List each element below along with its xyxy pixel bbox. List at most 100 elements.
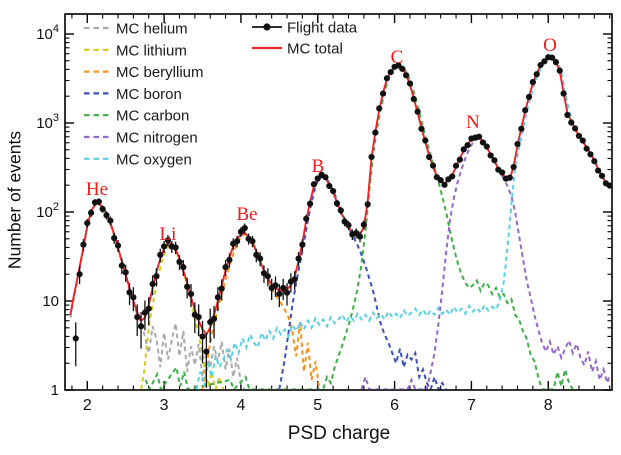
- data-point-marker: [199, 333, 206, 340]
- x-tick-label: 5: [313, 397, 322, 414]
- data-point-marker: [552, 59, 560, 66]
- legend-label-mc-carbon: MC carbon: [116, 108, 189, 125]
- legend-item-mc-carbon: MC carbon: [84, 108, 189, 125]
- data-point-marker: [514, 140, 521, 148]
- data-point-marker: [456, 156, 463, 163]
- data-point-marker: [226, 256, 233, 263]
- data-point-marker: [568, 119, 575, 126]
- data-point-marker: [591, 158, 598, 165]
- x-tick-label: 8: [544, 397, 553, 414]
- element-labels: He Li Be B C N O: [86, 35, 557, 245]
- data-point-marker: [595, 167, 602, 174]
- data-point-marker: [126, 289, 133, 296]
- data-point-marker: [214, 294, 221, 301]
- data-point-marker: [103, 212, 110, 219]
- element-label-Be: Be: [236, 204, 257, 225]
- data-point-marker: [218, 285, 225, 292]
- legend-label-mc-helium: MC helium: [116, 21, 188, 38]
- data-point-marker: [583, 145, 590, 152]
- data-point-marker: [426, 153, 433, 161]
- legend-label-flight-data: Flight data: [287, 20, 358, 37]
- data-point-marker: [564, 111, 571, 119]
- data-point-marker: [360, 221, 367, 228]
- legend-item-mc-oxygen: MC oxygen: [84, 151, 192, 168]
- legend-item-mc-helium: MC helium: [84, 21, 188, 38]
- data-point-marker: [379, 90, 387, 97]
- data-point-marker: [414, 108, 421, 115]
- legend-item-flight-data: Flight data: [252, 20, 358, 37]
- data-point-marker: [491, 157, 498, 164]
- legend-item-mc-total: MC total: [252, 41, 343, 58]
- data-point-marker: [76, 271, 83, 278]
- data-point-marker: [587, 151, 594, 158]
- data-point-marker: [460, 146, 467, 153]
- element-label-N: N: [466, 112, 480, 133]
- data-point-marker: [295, 255, 302, 262]
- data-point-marker: [187, 290, 195, 298]
- data-point-marker: [429, 162, 437, 169]
- element-label-Li: Li: [160, 224, 177, 245]
- data-point-marker: [291, 276, 298, 283]
- y-tick-label: 10: [42, 293, 59, 310]
- data-point-marker: [264, 273, 271, 280]
- data-point-marker: [326, 182, 333, 190]
- data-point-marker: [184, 283, 191, 290]
- legend-item-mc-nitrogen: MC nitrogen: [84, 130, 198, 147]
- data-point-marker: [399, 65, 406, 72]
- data-point-marker: [195, 313, 202, 321]
- data-point-marker: [383, 75, 391, 82]
- data-point-marker: [253, 251, 260, 258]
- data-point-marker: [303, 215, 310, 222]
- data-point-marker: [364, 201, 371, 208]
- data-point-marker: [464, 142, 471, 149]
- data-point-marker: [161, 243, 168, 250]
- data-point-marker: [222, 264, 229, 271]
- mc-beryllium-curve: [201, 233, 321, 390]
- data-point-marker: [572, 125, 579, 132]
- mc-oxygen-curve: [195, 56, 611, 390]
- data-point-marker: [95, 198, 102, 205]
- legend-label-mc-nitrogen: MC nitrogen: [116, 130, 198, 147]
- plot-frame: [64, 13, 613, 391]
- data-point-marker: [322, 174, 329, 181]
- flight-data-series: [72, 54, 612, 388]
- data-point-marker: [210, 315, 218, 322]
- data-point-marker: [114, 242, 122, 249]
- x-axis-ticks: [71, 14, 611, 390]
- data-point-marker: [437, 177, 444, 184]
- data-point-marker: [548, 54, 556, 61]
- legend-label-mc-oxygen: MC oxygen: [116, 151, 192, 168]
- data-point-marker: [122, 269, 129, 276]
- data-point-marker: [529, 79, 536, 86]
- data-point-marker: [314, 175, 321, 182]
- data-point-marker: [479, 139, 487, 146]
- data-point-marker: [272, 282, 279, 289]
- data-point-marker: [99, 205, 106, 213]
- data-point-marker: [337, 207, 344, 214]
- mc-helium-curve: [69, 202, 246, 390]
- y-tick-label: 103: [36, 112, 59, 132]
- y-tick-label: 104: [36, 23, 59, 43]
- mc-total-curve: [69, 56, 611, 337]
- data-point-marker: [575, 132, 583, 140]
- data-point-marker: [72, 335, 79, 342]
- y-tick-label: 102: [36, 201, 59, 221]
- x-tick-label: 4: [236, 397, 245, 414]
- data-point-marker: [141, 309, 148, 316]
- data-point-marker: [180, 264, 187, 271]
- data-point-marker: [241, 224, 248, 232]
- element-label-C: C: [391, 47, 404, 68]
- data-point-marker: [598, 172, 606, 179]
- data-point-marker: [410, 95, 417, 103]
- data-point-marker: [475, 133, 483, 140]
- data-point-marker: [280, 284, 287, 292]
- data-point-marker: [522, 107, 529, 114]
- x-axis-title: PSD charge: [287, 423, 391, 444]
- x-tick-label: 3: [160, 397, 169, 414]
- legend-label-mc-total: MC total: [287, 41, 343, 58]
- data-point-marker: [330, 187, 337, 195]
- y-tick-label: 1: [51, 382, 59, 399]
- data-point-marker: [368, 153, 375, 161]
- data-point-marker: [107, 217, 114, 224]
